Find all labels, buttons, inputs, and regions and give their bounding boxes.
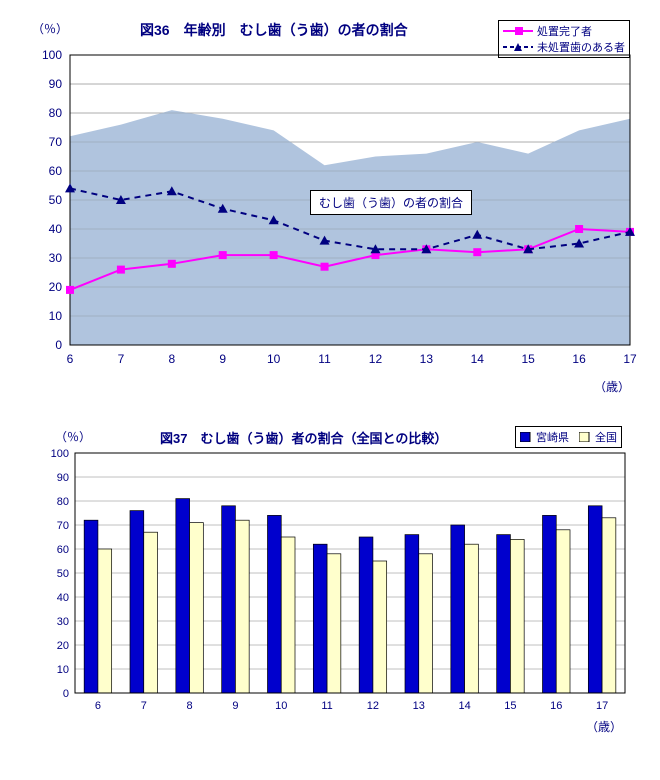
svg-text:20: 20	[49, 280, 63, 294]
chart2-xlabel: （歳）	[586, 718, 622, 735]
svg-text:16: 16	[550, 700, 562, 712]
svg-text:15: 15	[504, 700, 516, 712]
svg-text:11: 11	[321, 700, 332, 712]
svg-text:7: 7	[141, 700, 147, 712]
legend2-label-1: 宮崎県	[536, 429, 569, 445]
chart1-plot: 0 10 20 30 40 50 60 70 80 90 100 6 7 8 9 10 11 12 13 14 15 16…	[20, 45, 640, 385]
svg-text:14: 14	[458, 700, 470, 712]
svg-text:13: 13	[413, 700, 425, 712]
svg-text:6: 6	[95, 700, 101, 712]
svg-text:100: 100	[42, 48, 62, 62]
svg-text:90: 90	[49, 77, 63, 91]
chart2-plot: 0 10 20 30 40 50 60 70 80 90 100 6 7 8 9 10 11 12 13 14 15 16…	[20, 448, 640, 728]
svg-text:16: 16	[572, 352, 586, 366]
svg-text:100: 100	[51, 448, 69, 460]
svg-text:60: 60	[49, 164, 63, 178]
svg-text:10: 10	[49, 309, 63, 323]
chart1-annotation: むし歯（う歯）の者の割合	[310, 190, 472, 215]
svg-text:30: 30	[49, 251, 63, 265]
svg-text:20: 20	[57, 640, 69, 652]
svg-text:17: 17	[623, 352, 637, 366]
legend-label-1: 処置完了者	[537, 23, 592, 39]
svg-text:40: 40	[57, 592, 69, 604]
svg-text:9: 9	[219, 352, 226, 366]
svg-text:9: 9	[232, 700, 238, 712]
chart2-legend: 宮崎県 全国	[515, 426, 622, 448]
svg-text:7: 7	[118, 352, 125, 366]
svg-text:8: 8	[187, 700, 193, 712]
svg-text:60: 60	[57, 544, 69, 556]
svg-text:0: 0	[55, 338, 62, 352]
svg-text:17: 17	[596, 700, 608, 712]
svg-text:13: 13	[420, 352, 434, 366]
svg-text:6: 6	[67, 352, 74, 366]
svg-text:12: 12	[369, 352, 383, 366]
svg-text:10: 10	[57, 664, 69, 676]
chart-36: （％） 図36 年齢別 むし歯（う歯）の者の割合 処置完了者 未処置歯のある者 …	[20, 20, 640, 390]
chart1-xlabel: （歳）	[594, 378, 630, 395]
svg-text:11: 11	[318, 352, 331, 366]
svg-text:15: 15	[522, 352, 536, 366]
svg-text:0: 0	[63, 688, 69, 700]
svg-text:40: 40	[49, 222, 63, 236]
legend-item-1: 処置完了者	[503, 23, 625, 39]
svg-text:10: 10	[275, 700, 287, 712]
svg-text:8: 8	[168, 352, 175, 366]
svg-text:70: 70	[49, 135, 63, 149]
legend2-label-2: 全国	[595, 429, 617, 445]
svg-text:12: 12	[367, 700, 379, 712]
svg-text:30: 30	[57, 616, 69, 628]
chart-37: （％） 図37 むし歯（う歯）者の割合（全国との比較） 宮崎県 全国 0 10 20…	[20, 420, 640, 730]
svg-text:50: 50	[57, 568, 69, 580]
chart1-title: 図36 年齢別 むし歯（う歯）の者の割合	[140, 20, 408, 40]
chart2-ylabel: （％）	[55, 428, 91, 445]
svg-text:14: 14	[471, 352, 485, 366]
svg-text:80: 80	[49, 106, 63, 120]
legend2-item-2: 全国	[579, 429, 617, 445]
legend2-item-1: 宮崎県	[520, 429, 569, 445]
svg-text:50: 50	[49, 193, 63, 207]
svg-text:10: 10	[267, 352, 281, 366]
svg-text:80: 80	[57, 496, 69, 508]
chart1-ylabel: （％）	[32, 20, 68, 37]
svg-text:90: 90	[57, 472, 69, 484]
svg-text:70: 70	[57, 520, 69, 532]
chart2-title: 図37 むし歯（う歯）者の割合（全国との比較）	[160, 428, 447, 447]
